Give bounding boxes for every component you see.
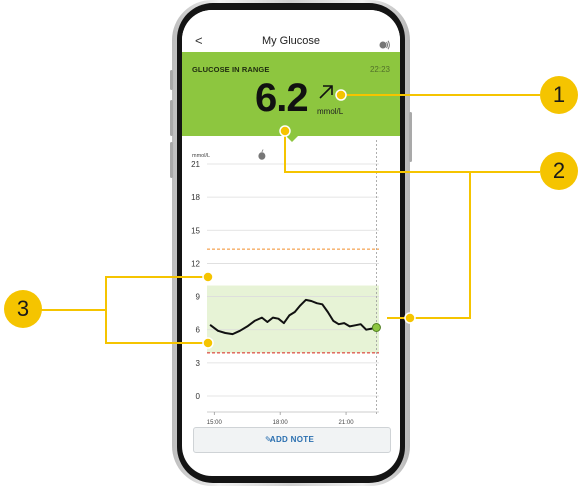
glucose-data-point [299,304,301,307]
glucose-data-point [232,333,234,335]
glucose-data-point [272,316,274,319]
glucose-data-point [316,302,318,304]
phone-power-button [409,112,412,162]
add-note-button[interactable]: ✎ ADD NOTE [193,427,391,453]
add-note-label: ADD NOTE [269,435,315,444]
y-tick-label: 21 [191,160,200,169]
phone-side-button [170,70,173,90]
y-tick-label: 12 [191,259,200,268]
glucose-data-point [321,303,323,305]
glucose-data-point [246,325,248,327]
glucose-data-point [294,311,296,313]
glucose-data-point [266,321,268,323]
chevron-left-icon: < [195,33,203,48]
phone-volume-down-button [170,142,173,178]
glucose-data-point [327,311,329,313]
sound-icon [379,40,390,50]
glucose-data-point [365,329,367,331]
callout-badge-2: 2 [540,152,578,190]
pencil-icon: ✎ [265,435,272,444]
glucose-data-point [239,330,241,332]
glucose-data-point [283,322,285,324]
glucose-data-point [305,299,307,301]
glucose-data-point [371,328,373,330]
y-unit-label: mmol/L [192,153,210,159]
glucose-data-point [261,316,263,319]
banner-pointer [286,136,298,142]
glucose-data-point [343,322,345,324]
glucose-data-point [288,314,290,316]
y-tick-label: 0 [196,392,201,401]
glucose-data-point [349,325,351,327]
x-tick-label: 18:00 [273,420,289,426]
y-tick-label: 9 [196,293,201,302]
glucose-data-point [338,323,340,325]
current-glucose-point [371,323,381,333]
sound-button[interactable] [378,37,390,55]
callout-badge-3: 3 [4,290,42,328]
trend-arrow-up-right-icon [319,85,333,99]
glucose-chart[interactable]: 21 18 15 12 9 6 3 0 mmol/L 15:00 18:00 21:00 [182,136,400,426]
callout-badge-1: 1 [540,76,578,114]
glucose-status: GLUCOSE IN RANGE [192,65,270,74]
glucose-data-point [277,318,279,320]
apple-icon-stem [261,149,264,153]
glucose-data-point [310,300,312,302]
y-tick-label: 6 [196,326,201,335]
glucose-data-point [210,324,212,326]
y-tick-label: 18 [191,193,200,202]
apple-icon [258,152,266,160]
glucose-chart-svg: 21 18 15 12 9 6 3 0 mmol/L 15:00 18:00 21:00 [191,140,381,426]
glucose-data-point [224,332,226,334]
glucose-data-point [354,324,356,326]
x-tick-label: 15:00 [207,420,223,426]
glucose-reading: 6.2 [255,76,309,120]
glucose-data-point [253,320,256,322]
glucose-data-point [360,323,362,325]
reading-time: 22:23 [369,65,390,74]
app-header: < My Glucose [182,10,400,52]
glucose-data-point [217,330,219,332]
page-title: My Glucose [261,35,321,47]
back-button[interactable]: < [195,34,203,48]
phone-volume-up-button [170,100,173,136]
x-tick-label: 21:00 [339,420,355,426]
glucose-data-point [332,320,334,322]
y-tick-label: 15 [191,226,200,235]
y-tick-label: 3 [196,359,201,368]
glucose-unit: mmol/L [317,107,344,116]
